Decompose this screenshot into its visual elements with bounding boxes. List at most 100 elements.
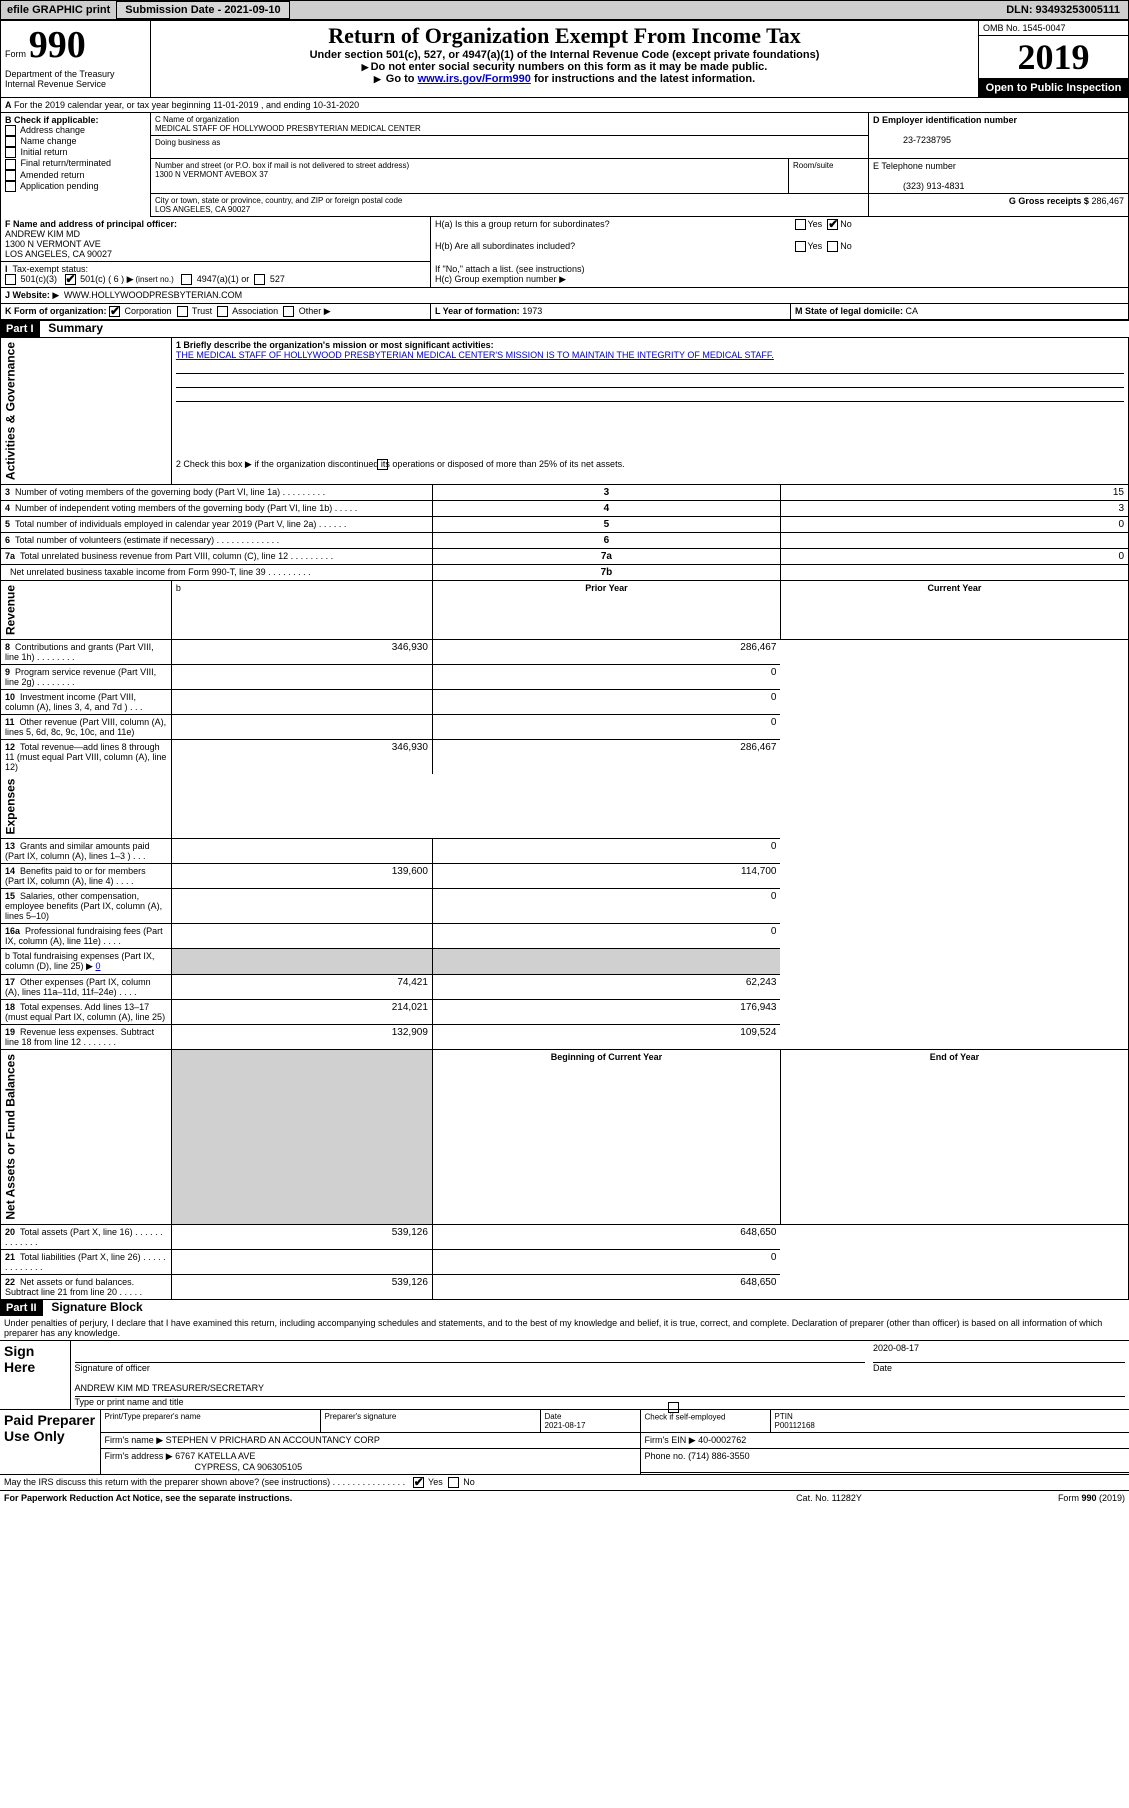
501c3-checkbox[interactable] xyxy=(5,274,16,285)
irs-link[interactable]: www.irs.gov/Form990 xyxy=(418,73,531,85)
city-label: City or town, state or province, country… xyxy=(155,196,402,205)
hb-no-checkbox[interactable] xyxy=(827,241,838,252)
current-value: 286,467 xyxy=(432,740,780,775)
q2-checkbox[interactable] xyxy=(377,459,388,470)
j-label: J Website: xyxy=(5,290,50,300)
ha-yes-checkbox[interactable] xyxy=(795,219,806,230)
d-ein: 23-7238795 xyxy=(873,135,951,145)
dba-label: Doing business as xyxy=(155,138,220,147)
line-value: 3 xyxy=(780,501,1128,517)
b-checkbox[interactable] xyxy=(5,159,16,170)
dln-label: DLN: 93493253005111 xyxy=(998,2,1128,18)
side-expenses: Expenses xyxy=(1,774,172,839)
part2-header-row: Part II Signature Block xyxy=(0,1300,1129,1316)
form-prefix: Form xyxy=(5,49,26,59)
top-bar: efile GRAPHIC print Submission Date - 20… xyxy=(0,0,1129,20)
prior-value xyxy=(171,889,432,924)
signature-table: Sign Here Signature of officer 2020-08-1… xyxy=(0,1341,1129,1410)
mission-text[interactable]: THE MEDICAL STAFF OF HOLLYWOOD PRESBYTER… xyxy=(176,350,774,360)
k-trust-checkbox[interactable] xyxy=(177,306,188,317)
current-value: 286,467 xyxy=(432,640,780,665)
part2-title: Signature Block xyxy=(45,1300,142,1314)
501c-checkbox[interactable] xyxy=(65,274,76,285)
firm-ein: 40-0002762 xyxy=(698,1435,746,1445)
current-value: 0 xyxy=(432,690,780,715)
d-label: D Employer identification number xyxy=(873,115,1017,125)
sig-date-label: Date xyxy=(873,1363,892,1373)
k-assoc-checkbox[interactable] xyxy=(217,306,228,317)
footer-left: For Paperwork Reduction Act Notice, see … xyxy=(0,1491,729,1505)
prior-value xyxy=(171,690,432,715)
b-checkbox[interactable] xyxy=(5,136,16,147)
c-name-label: C Name of organization xyxy=(155,115,239,124)
side-revenue: Revenue xyxy=(1,581,172,640)
prior-year-header: Prior Year xyxy=(432,581,780,640)
prior-value: 74,421 xyxy=(171,975,432,1000)
q2-text: 2 Check this box ▶ if the organization d… xyxy=(176,459,625,469)
ha-no-checkbox[interactable] xyxy=(827,219,838,230)
insert-no: (insert no.) xyxy=(127,275,174,284)
paid-preparer-label: Paid Preparer Use Only xyxy=(0,1410,100,1475)
current-value: 0 xyxy=(432,924,780,949)
prep-name-label: Print/Type preparer's name xyxy=(105,1412,201,1421)
website-url: WWW.HOLLYWOODPRESBYTERIAN.COM xyxy=(64,290,242,300)
yes-label-2: Yes xyxy=(808,241,823,251)
phone-label: Phone no. xyxy=(645,1451,686,1461)
line-value: 0 xyxy=(780,549,1128,565)
prior-value xyxy=(171,839,432,864)
city-state-zip: LOS ANGELES, CA 90027 xyxy=(155,205,250,214)
4947-checkbox[interactable] xyxy=(181,274,192,285)
line-a-text: For the 2019 calendar year, or tax year … xyxy=(14,100,359,110)
discuss-yes-checkbox[interactable] xyxy=(413,1477,424,1488)
m-label: M State of legal domicile: xyxy=(795,306,903,316)
m-state: CA xyxy=(906,306,919,316)
hc-text: H(c) Group exemption number xyxy=(435,274,557,284)
officer-name: ANDREW KIM MD xyxy=(5,229,80,239)
current-value: 648,650 xyxy=(432,1225,780,1250)
self-employed-checkbox[interactable] xyxy=(668,1402,679,1413)
e-phone: (323) 913-4831 xyxy=(873,181,965,191)
current-value: 0 xyxy=(432,1250,780,1275)
discuss-text: May the IRS discuss this return with the… xyxy=(4,1477,405,1487)
ptin-label: PTIN xyxy=(775,1412,793,1421)
k-other-checkbox[interactable] xyxy=(283,306,294,317)
b-checkbox[interactable] xyxy=(5,170,16,181)
submission-date-btn[interactable]: Submission Date - 2021-09-10 xyxy=(116,1,289,19)
omb-number: OMB No. 1545-0047 xyxy=(979,21,1128,36)
part1-tab: Part I xyxy=(0,321,40,337)
part1-header-row: Part I Summary xyxy=(0,320,1129,337)
current-value: 114,700 xyxy=(432,864,780,889)
line-a: A For the 2019 calendar year, or tax yea… xyxy=(0,98,1129,113)
line-value: 15 xyxy=(780,485,1128,501)
527-checkbox[interactable] xyxy=(254,274,265,285)
hb-yes-checkbox[interactable] xyxy=(795,241,806,252)
firm-addr2: CYPRESS, CA 906305105 xyxy=(105,1462,303,1472)
hb-note: If "No," attach a list. (see instruction… xyxy=(435,264,584,274)
k-label: K Form of organization: xyxy=(5,306,107,316)
discuss-no-checkbox[interactable] xyxy=(448,1477,459,1488)
room-label: Room/suite xyxy=(793,161,833,170)
k-assoc: Association xyxy=(232,306,278,316)
sign-here-label: Sign Here xyxy=(0,1341,70,1410)
line-16b-val[interactable]: 0 xyxy=(95,961,100,971)
open-inspection: Open to Public Inspection xyxy=(979,79,1128,97)
current-value: 0 xyxy=(432,665,780,690)
dept-treasury: Department of the Treasury Internal Reve… xyxy=(5,69,146,89)
hb-text: H(b) Are all subordinates included? xyxy=(435,241,575,251)
current-value: 176,943 xyxy=(432,1000,780,1025)
addr-label: Number and street (or P.O. box if mail i… xyxy=(155,161,409,170)
line-value xyxy=(780,533,1128,549)
ha-text: H(a) Is this a group return for subordin… xyxy=(435,219,610,229)
form-title: Return of Organization Exempt From Incom… xyxy=(155,23,974,49)
b-checkbox[interactable] xyxy=(5,181,16,192)
b-checkbox[interactable] xyxy=(5,147,16,158)
subtitle-2: Do not enter social security numbers on … xyxy=(155,61,974,73)
k-corp-checkbox[interactable] xyxy=(109,306,120,317)
firm-name-label: Firm's name ▶ xyxy=(105,1435,164,1445)
b-checkbox[interactable] xyxy=(5,125,16,136)
no-label: No xyxy=(840,219,852,229)
prior-value xyxy=(171,665,432,690)
line-value xyxy=(780,565,1128,581)
l-year: 1973 xyxy=(522,306,542,316)
prep-date: 2021-08-17 xyxy=(545,1421,586,1430)
